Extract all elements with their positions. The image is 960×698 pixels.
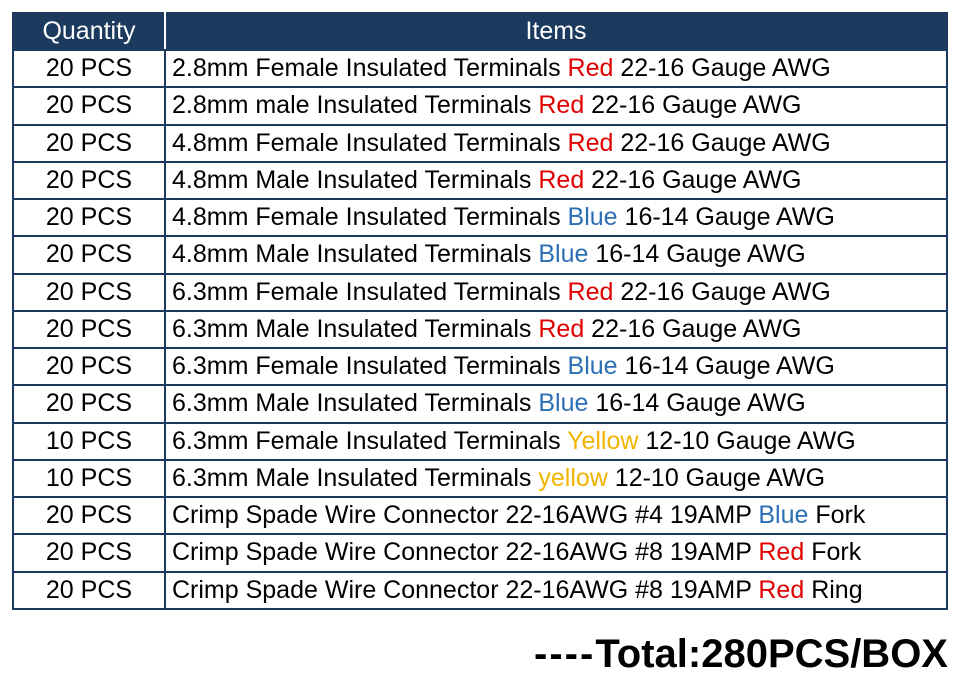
item-color-word: Blue [538, 389, 588, 417]
item-pre: 6.3mm Female Insulated Terminals [172, 278, 568, 306]
item-post: Fork [804, 538, 861, 566]
table-row: 20 PCSCrimp Spade Wire Connector 22-16AW… [13, 572, 947, 609]
item-color-word: Blue [758, 501, 808, 529]
item-post: 22-16 Gauge AWG [584, 166, 801, 194]
qty-cell: 20 PCS [13, 162, 165, 199]
table-row: 20 PCS6.3mm Female Insulated Terminals R… [13, 274, 947, 311]
qty-cell: 20 PCS [13, 199, 165, 236]
item-post: 16-14 Gauge AWG [588, 240, 805, 268]
total-dashes: ---- [534, 632, 595, 676]
item-pre: Crimp Spade Wire Connector 22-16AWG #4 1… [172, 501, 758, 529]
qty-cell: 20 PCS [13, 572, 165, 609]
item-cell: 2.8mm male Insulated Terminals Red 22-16… [165, 87, 947, 124]
table-row: 20 PCSCrimp Spade Wire Connector 22-16AW… [13, 497, 947, 534]
item-cell: 6.3mm Female Insulated Terminals Red 22-… [165, 274, 947, 311]
qty-cell: 10 PCS [13, 423, 165, 460]
table-row: 10 PCS6.3mm Male Insulated Terminals yel… [13, 460, 947, 497]
table-row: 20 PCS4.8mm Male Insulated Terminals Red… [13, 162, 947, 199]
item-color-word: Red [568, 54, 614, 82]
item-pre: 2.8mm Female Insulated Terminals [172, 54, 568, 82]
item-post: 12-10 Gauge AWG [608, 464, 825, 492]
qty-cell: 20 PCS [13, 497, 165, 534]
item-color-word: Red [758, 576, 804, 604]
item-color-word: Blue [568, 203, 618, 231]
item-color-word: Red [568, 278, 614, 306]
item-cell: Crimp Spade Wire Connector 22-16AWG #8 1… [165, 572, 947, 609]
item-pre: 4.8mm Female Insulated Terminals [172, 129, 568, 157]
qty-cell: 20 PCS [13, 125, 165, 162]
item-cell: 6.3mm Male Insulated Terminals Red 22-16… [165, 311, 947, 348]
item-color-word: Red [568, 129, 614, 157]
item-color-word: Blue [538, 240, 588, 268]
item-pre: 6.3mm Male Insulated Terminals [172, 315, 538, 343]
item-color-word: Red [538, 166, 584, 194]
item-color-word: yellow [538, 464, 607, 492]
item-post: 22-16 Gauge AWG [613, 54, 830, 82]
item-post: Ring [804, 576, 862, 604]
item-pre: 6.3mm Male Insulated Terminals [172, 464, 538, 492]
qty-cell: 20 PCS [13, 348, 165, 385]
table-row: 10 PCS6.3mm Female Insulated Terminals Y… [13, 423, 947, 460]
table-row: 20 PCS6.3mm Male Insulated Terminals Red… [13, 311, 947, 348]
item-cell: 6.3mm Male Insulated Terminals Blue 16-1… [165, 385, 947, 422]
qty-cell: 10 PCS [13, 460, 165, 497]
table-row: 20 PCS4.8mm Male Insulated Terminals Blu… [13, 236, 947, 273]
table-row: 20 PCS2.8mm male Insulated Terminals Red… [13, 87, 947, 124]
item-color-word: Blue [568, 352, 618, 380]
item-post: 16-14 Gauge AWG [618, 352, 835, 380]
item-cell: Crimp Spade Wire Connector 22-16AWG #4 1… [165, 497, 947, 534]
item-pre: 4.8mm Male Insulated Terminals [172, 166, 538, 194]
item-pre: 6.3mm Female Insulated Terminals [172, 427, 567, 455]
qty-cell: 20 PCS [13, 534, 165, 571]
header-quantity: Quantity [13, 13, 165, 50]
item-pre: Crimp Spade Wire Connector 22-16AWG #8 1… [172, 538, 758, 566]
item-cell: 4.8mm Male Insulated Terminals Blue 16-1… [165, 236, 947, 273]
item-cell: 4.8mm Female Insulated Terminals Blue 16… [165, 199, 947, 236]
item-pre: 4.8mm Female Insulated Terminals [172, 203, 568, 231]
item-post: 22-16 Gauge AWG [584, 91, 801, 119]
header-items: Items [165, 13, 947, 50]
item-cell: 6.3mm Male Insulated Terminals yellow 12… [165, 460, 947, 497]
qty-cell: 20 PCS [13, 87, 165, 124]
item-color-word: Red [538, 91, 584, 119]
qty-cell: 20 PCS [13, 236, 165, 273]
total-line: ----Total:280PCS/BOX [12, 632, 948, 677]
table-row: 20 PCS6.3mm Female Insulated Terminals B… [13, 348, 947, 385]
item-cell: 6.3mm Female Insulated Terminals Blue 16… [165, 348, 947, 385]
table-row: 20 PCSCrimp Spade Wire Connector 22-16AW… [13, 534, 947, 571]
item-post: 22-16 Gauge AWG [613, 129, 830, 157]
item-pre: 2.8mm male Insulated Terminals [172, 91, 538, 119]
table-row: 20 PCS2.8mm Female Insulated Terminals R… [13, 50, 947, 87]
item-cell: 4.8mm Female Insulated Terminals Red 22-… [165, 125, 947, 162]
item-post: 22-16 Gauge AWG [584, 315, 801, 343]
item-pre: Crimp Spade Wire Connector 22-16AWG #8 1… [172, 576, 758, 604]
qty-cell: 20 PCS [13, 385, 165, 422]
item-post: Fork [808, 501, 865, 529]
total-text: Total:280PCS/BOX [595, 632, 948, 676]
item-post: 12-10 Gauge AWG [638, 427, 855, 455]
table-row: 20 PCS4.8mm Female Insulated Terminals B… [13, 199, 947, 236]
qty-cell: 20 PCS [13, 50, 165, 87]
table-row: 20 PCS6.3mm Male Insulated Terminals Blu… [13, 385, 947, 422]
qty-cell: 20 PCS [13, 311, 165, 348]
item-pre: 6.3mm Female Insulated Terminals [172, 352, 568, 380]
terminals-table: Quantity Items 20 PCS2.8mm Female Insula… [12, 12, 948, 610]
item-color-word: Yellow [567, 427, 638, 455]
item-cell: 2.8mm Female Insulated Terminals Red 22-… [165, 50, 947, 87]
item-pre: 6.3mm Male Insulated Terminals [172, 389, 538, 417]
item-post: 16-14 Gauge AWG [618, 203, 835, 231]
table-row: 20 PCS4.8mm Female Insulated Terminals R… [13, 125, 947, 162]
qty-cell: 20 PCS [13, 274, 165, 311]
item-color-word: Red [538, 315, 584, 343]
item-post: 22-16 Gauge AWG [613, 278, 830, 306]
item-cell: Crimp Spade Wire Connector 22-16AWG #8 1… [165, 534, 947, 571]
item-cell: 6.3mm Female Insulated Terminals Yellow … [165, 423, 947, 460]
item-cell: 4.8mm Male Insulated Terminals Red 22-16… [165, 162, 947, 199]
item-color-word: Red [758, 538, 804, 566]
item-pre: 4.8mm Male Insulated Terminals [172, 240, 538, 268]
item-post: 16-14 Gauge AWG [588, 389, 805, 417]
